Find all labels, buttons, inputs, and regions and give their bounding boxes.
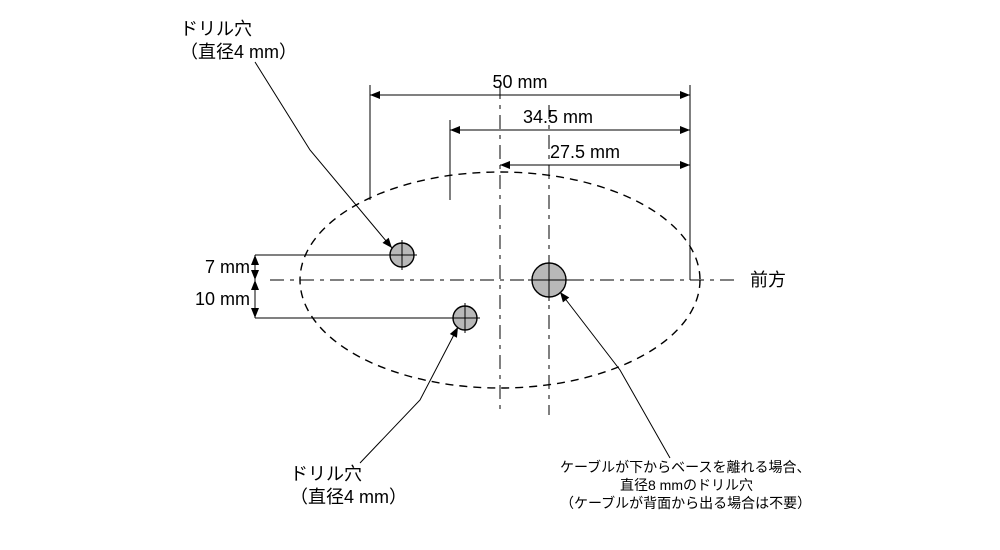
- cable-hole-note-line3: （ケーブルが背面から出る場合は不要）: [560, 495, 811, 511]
- cable-hole-note-line2: 直径8 mmのドリル穴: [620, 477, 753, 493]
- drill-hole-label-bottom-line1: ドリル穴: [290, 464, 362, 484]
- svg-text:10 mm: 10 mm: [195, 289, 250, 309]
- svg-text:27.5 mm: 27.5 mm: [550, 142, 620, 162]
- drill-hole-label-bottom-line2: （直径4 mm）: [290, 487, 407, 507]
- drill-hole-label-top-line2: （直径4 mm）: [180, 42, 297, 62]
- svg-text:7 mm: 7 mm: [205, 257, 250, 277]
- front-direction-label: 前方: [750, 270, 786, 290]
- svg-text:50 mm: 50 mm: [492, 72, 547, 92]
- drill-hole-label-top-line1: ドリル穴: [180, 19, 252, 39]
- cable-hole-note-line1: ケーブルが下からベースを離れる場合、: [560, 459, 810, 475]
- svg-text:34.5 mm: 34.5 mm: [523, 107, 593, 127]
